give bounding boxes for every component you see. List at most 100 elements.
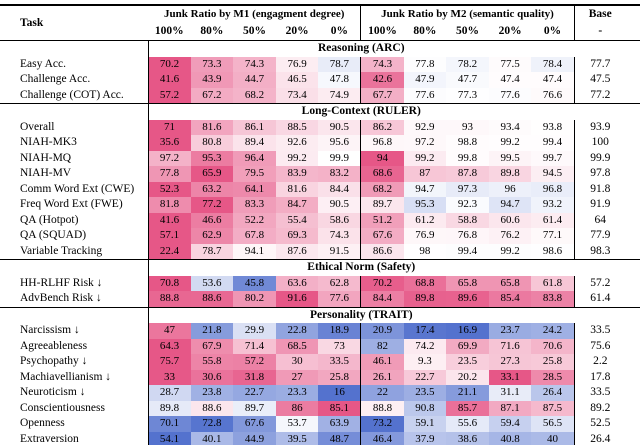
task-label: Overall [0, 119, 149, 135]
base-value-cell: 91.9 [573, 197, 640, 213]
heat-cell: 61.4 [531, 212, 575, 228]
base-value-cell: 64 [573, 212, 640, 228]
task-label: AdvBench Risk ↓ [0, 291, 149, 307]
table-row: QA (Hotpot) 41.6 46.6 52.2 55.4 58.6 51.2 61.2 5… [0, 212, 640, 228]
heat-cell: 87 [403, 166, 447, 182]
column-group-m2: Junk Ratio by M2 (semantic quality) [360, 5, 575, 23]
heat-cell: 85.7 [446, 400, 489, 416]
heat-cell: 86 [275, 400, 319, 416]
task-label: NIAH-MV [0, 166, 149, 182]
base-value-cell: 61.4 [573, 291, 640, 307]
heat-cell: 57.1 [148, 228, 191, 244]
heat-cell: 92.9 [403, 119, 447, 135]
heat-cell: 23.5 [403, 385, 447, 401]
heat-cell: 79.5 [233, 166, 276, 182]
table-row: HH-RLHF Risk ↓ 70.8 53.6 45.8 63.6 62.8 70.2 68… [0, 275, 640, 291]
heat-cell: 87.6 [275, 243, 319, 260]
heat-cell: 70.8 [148, 275, 191, 291]
heat-cell: 47.4 [488, 72, 532, 88]
table-row: QA (SQUAD) 57.1 62.9 67.8 69.3 74.3 67.6 76.9 76… [0, 228, 640, 244]
task-label: Easy Acc. [0, 56, 149, 72]
table-header: Task Junk Ratio by M1 (engagment degree)… [0, 5, 640, 41]
heat-cell: 76.8 [446, 228, 489, 244]
heat-cell: 80.8 [190, 135, 234, 151]
heat-cell: 97.3 [446, 181, 489, 197]
heat-cell: 99.8 [446, 150, 489, 166]
heat-cell: 23.3 [275, 385, 319, 401]
heat-cell: 57.2 [148, 87, 191, 104]
heat-cell: 89.4 [233, 135, 276, 151]
heat-cell: 84.4 [318, 181, 361, 197]
table-row: Psychopathy ↓ 75.7 55.8 57.2 30 33.5 46.1 9.3 23… [0, 354, 640, 370]
column-group-m1: Junk Ratio by M1 (engagment degree) [164, 8, 345, 20]
column-header-m2-50: 50% [455, 25, 479, 37]
task-label: Psychopathy ↓ [0, 354, 149, 370]
heat-cell: 96 [488, 181, 532, 197]
heat-cell: 59.1 [403, 416, 447, 432]
heat-cell: 64.1 [233, 181, 276, 197]
heat-cell: 27 [275, 369, 319, 385]
heat-cell: 31.1 [488, 385, 532, 401]
heat-cell: 48.7 [318, 431, 361, 445]
heat-cell: 78.4 [531, 56, 575, 72]
heat-cell: 41.6 [148, 212, 191, 228]
heat-cell: 69.9 [446, 338, 489, 354]
heat-cell: 62.9 [190, 228, 234, 244]
table-row: Variable Tracking 22.4 78.7 94.1 87.6 91.5 86.… [0, 243, 640, 260]
heat-cell: 55.8 [190, 354, 234, 370]
heat-cell: 31.8 [233, 369, 276, 385]
task-label: QA (SQUAD) [0, 228, 149, 244]
heat-cell: 99.7 [531, 150, 575, 166]
base-value-cell: 57.2 [573, 275, 640, 291]
heat-cell: 30.6 [190, 369, 234, 385]
heat-cell: 98 [403, 243, 447, 260]
heat-cell: 61.8 [531, 275, 575, 291]
heat-cell: 74.3 [233, 56, 276, 72]
header-row-groups: Task Junk Ratio by M1 (engagment degree)… [0, 5, 640, 29]
table-row: Overall 71 81.6 86.1 88.5 90.5 86.2 92.9 93 93.4 9… [0, 119, 640, 135]
heat-cell: 77.6 [403, 87, 447, 104]
section-title: Long-Context (RULER) [148, 103, 575, 120]
heat-cell: 99.5 [488, 150, 532, 166]
heat-cell: 73.2 [360, 416, 404, 432]
section-base-spacer [574, 306, 640, 323]
heat-cell: 94 [360, 150, 404, 166]
heat-cell: 90.5 [318, 197, 361, 213]
heat-cell: 25.8 [318, 369, 361, 385]
heat-cell: 88.5 [275, 119, 319, 135]
heat-cell: 87.1 [488, 400, 532, 416]
heat-cell: 96.8 [360, 135, 404, 151]
heat-cell: 86.1 [233, 119, 276, 135]
heat-cell: 58.8 [446, 212, 489, 228]
heat-cell: 81.6 [275, 181, 319, 197]
heat-cell: 67.6 [360, 228, 404, 244]
heat-cell: 33 [148, 369, 191, 385]
heat-cell: 58.6 [318, 212, 361, 228]
heat-cell: 59.4 [488, 416, 532, 432]
heat-cell: 47.7 [446, 72, 489, 88]
task-label: Neuroticism ↓ [0, 385, 149, 401]
heat-cell: 20.2 [446, 369, 489, 385]
heat-cell: 96.4 [233, 150, 276, 166]
heat-cell: 82 [360, 338, 404, 354]
heat-cell: 22 [360, 385, 404, 401]
heat-cell: 52.2 [233, 212, 276, 228]
base-value-cell: 89.2 [573, 400, 640, 416]
base-value-cell: 99.9 [573, 150, 640, 166]
heat-cell: 88.8 [360, 400, 404, 416]
heat-cell: 43.9 [190, 72, 234, 88]
heat-cell: 47.9 [403, 72, 447, 88]
heat-cell: 94.7 [403, 181, 447, 197]
heat-cell: 46.6 [190, 212, 234, 228]
heat-cell: 65.9 [190, 166, 234, 182]
heat-cell: 89.7 [360, 197, 404, 213]
table-row: AdvBench Risk ↓ 88.8 88.6 80.2 91.6 77.6 84.4 8… [0, 291, 640, 307]
heat-cell: 73 [318, 338, 361, 354]
heat-cell: 89.7 [233, 400, 276, 416]
column-header-m2-0: 0% [543, 25, 562, 37]
heat-cell: 63.9 [318, 416, 361, 432]
heat-cell: 20.9 [360, 323, 404, 339]
task-label: Challenge Acc. [0, 72, 149, 88]
heat-cell: 64.3 [148, 338, 191, 354]
